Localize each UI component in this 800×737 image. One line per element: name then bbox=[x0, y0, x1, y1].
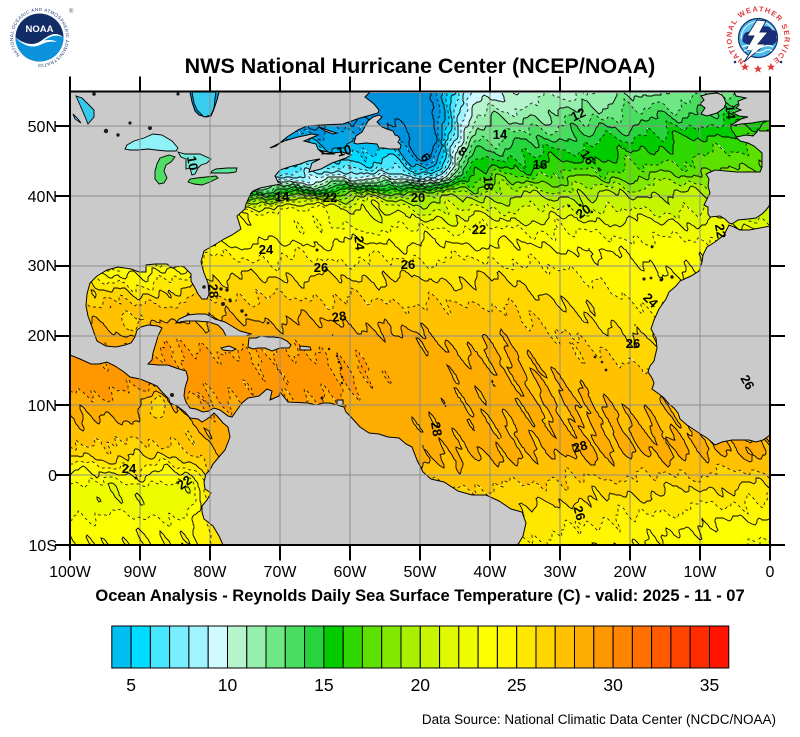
svg-text:26: 26 bbox=[570, 504, 588, 522]
svg-text:24: 24 bbox=[351, 235, 367, 251]
svg-text:30W: 30W bbox=[544, 564, 578, 581]
svg-text:14: 14 bbox=[493, 127, 508, 142]
svg-text:60W: 60W bbox=[334, 564, 368, 581]
svg-text:100W: 100W bbox=[49, 564, 92, 581]
svg-text:70W: 70W bbox=[264, 564, 298, 581]
svg-text:28: 28 bbox=[205, 283, 221, 299]
svg-text:24: 24 bbox=[259, 242, 274, 257]
svg-text:10: 10 bbox=[218, 675, 238, 695]
svg-text:25: 25 bbox=[507, 675, 526, 695]
svg-text:26: 26 bbox=[626, 336, 640, 351]
svg-text:22: 22 bbox=[323, 190, 337, 205]
svg-text:80W: 80W bbox=[194, 564, 228, 581]
svg-text:15: 15 bbox=[314, 675, 333, 695]
svg-text:26: 26 bbox=[401, 257, 415, 272]
svg-text:10S: 10S bbox=[29, 538, 57, 555]
svg-text:35: 35 bbox=[700, 675, 719, 695]
svg-text:14: 14 bbox=[275, 189, 290, 204]
svg-text:90W: 90W bbox=[124, 564, 158, 581]
svg-text:10N: 10N bbox=[28, 398, 57, 415]
svg-text:20: 20 bbox=[573, 201, 593, 222]
svg-text:12: 12 bbox=[568, 105, 587, 125]
svg-text:26: 26 bbox=[314, 260, 328, 275]
svg-text:26: 26 bbox=[737, 372, 757, 392]
svg-text:40N: 40N bbox=[28, 189, 57, 206]
svg-text:18: 18 bbox=[480, 175, 496, 191]
svg-text:50N: 50N bbox=[28, 119, 57, 136]
svg-text:10: 10 bbox=[335, 141, 353, 159]
svg-text:5: 5 bbox=[126, 675, 136, 695]
svg-text:Ocean Analysis - Reynolds Dail: Ocean Analysis - Reynolds Daily Sea Surf… bbox=[95, 587, 744, 605]
svg-text:30N: 30N bbox=[28, 258, 57, 275]
svg-text:NWS National Hurricane Center: NWS National Hurricane Center (NCEP/NOAA… bbox=[185, 54, 656, 78]
svg-text:20: 20 bbox=[411, 190, 425, 205]
svg-text:Data Source: National Climatic: Data Source: National Climatic Data Cent… bbox=[422, 712, 776, 727]
svg-text:30: 30 bbox=[603, 675, 623, 695]
svg-text:16: 16 bbox=[577, 147, 598, 167]
svg-text:22: 22 bbox=[712, 223, 729, 240]
svg-text:NOAA: NOAA bbox=[26, 24, 54, 35]
svg-text:50W: 50W bbox=[404, 564, 438, 581]
svg-text:16: 16 bbox=[533, 157, 547, 172]
svg-text:20: 20 bbox=[411, 675, 431, 695]
svg-text:28: 28 bbox=[428, 421, 445, 438]
svg-text:0: 0 bbox=[48, 468, 57, 485]
svg-text:22: 22 bbox=[174, 472, 194, 493]
svg-text:40W: 40W bbox=[474, 564, 508, 581]
svg-text:22: 22 bbox=[472, 222, 486, 237]
svg-text:10: 10 bbox=[184, 155, 201, 172]
svg-text:24: 24 bbox=[122, 461, 137, 476]
svg-text:10W: 10W bbox=[684, 564, 718, 581]
svg-text:28: 28 bbox=[571, 437, 589, 455]
svg-text:20W: 20W bbox=[614, 564, 648, 581]
svg-text:28: 28 bbox=[331, 308, 347, 325]
svg-text:0: 0 bbox=[766, 564, 775, 581]
svg-text:20N: 20N bbox=[28, 328, 57, 345]
svg-text:14: 14 bbox=[722, 104, 738, 120]
svg-text:®: ® bbox=[69, 8, 74, 15]
